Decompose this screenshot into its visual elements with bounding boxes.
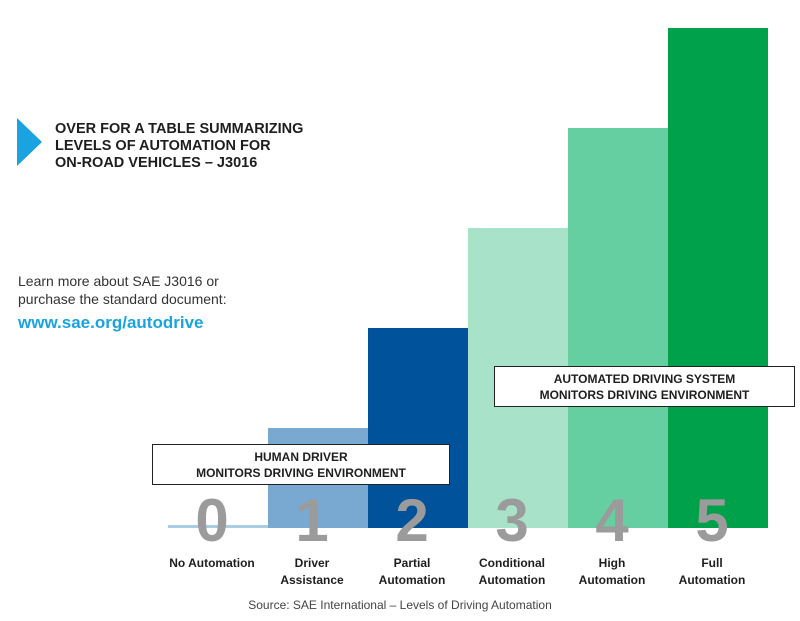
bar-level-4 <box>568 128 668 528</box>
level-label-4: High Automation <box>578 556 646 587</box>
level-number-0: 0 <box>195 487 229 554</box>
level-number-4: 4 <box>595 487 629 554</box>
bar-level-0 <box>168 525 268 528</box>
bar-level-5 <box>668 28 768 528</box>
level-label-1: Driver Assistance <box>280 556 344 587</box>
level-number-5: 5 <box>695 487 729 554</box>
level-number-3: 3 <box>495 487 529 554</box>
bar-level-2 <box>368 328 468 528</box>
automated-system-annotation: AUTOMATED DRIVING SYSTEM MONITORS DRIVIN… <box>494 366 795 407</box>
promo-heading: OVER FOR A TABLE SUMMARIZING LEVELS OF A… <box>55 121 304 171</box>
level-label-2: Partial Automation <box>378 556 446 587</box>
level-label-0: No Automation <box>169 556 255 570</box>
level-number-2: 2 <box>395 487 429 554</box>
level-number-1: 1 <box>295 487 329 554</box>
source-caption: Source: SAE International – Levels of Dr… <box>248 598 552 612</box>
learn-more-text: Learn more about SAE J3016 or purchase t… <box>18 273 227 307</box>
human-driver-annotation: HUMAN DRIVER MONITORS DRIVING ENVIRONMEN… <box>152 444 450 485</box>
play-arrow-icon <box>17 118 42 166</box>
level-label-3: Conditional Automation <box>478 556 546 587</box>
level-label-5: Full Automation <box>678 556 746 587</box>
autodrive-link[interactable]: www.sae.org/autodrive <box>18 313 204 332</box>
